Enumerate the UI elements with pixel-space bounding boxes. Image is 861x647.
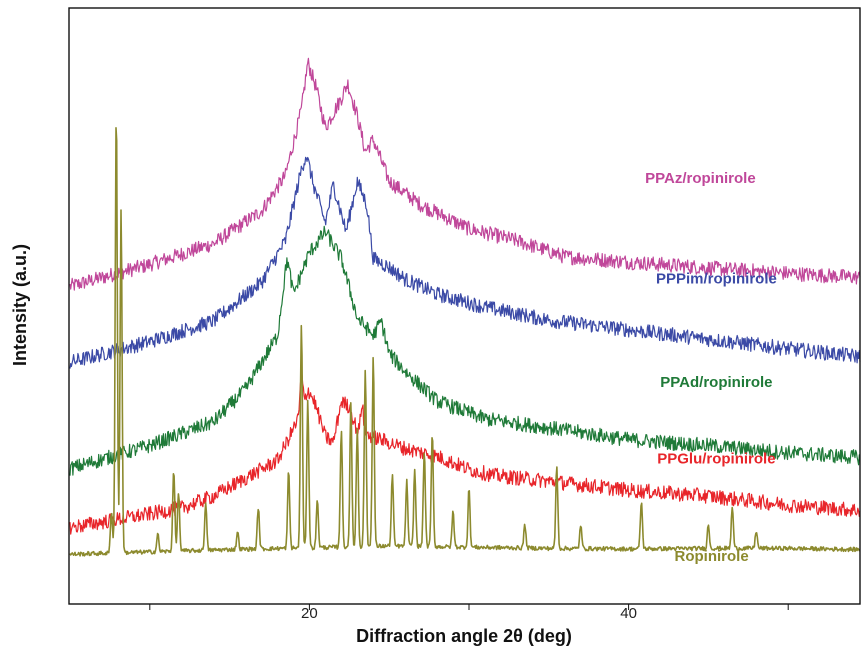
series-label-ropinirole: Ropinirole bbox=[675, 548, 749, 565]
x-tick-label: 20 bbox=[301, 605, 318, 622]
series-label-ppaz-ropinirole: PPAz/ropinirole bbox=[645, 170, 756, 187]
x-axis-title: Diffraction angle 2θ (deg) bbox=[356, 626, 572, 646]
series-label-ppglu-ropinirole: PPGlu/ropinirole bbox=[657, 450, 775, 467]
x-tick-label: 40 bbox=[620, 605, 637, 622]
series-label-ppad-ropinirole: PPAd/ropinirole bbox=[660, 374, 772, 391]
y-axis-title: Intensity (a.u.) bbox=[10, 244, 30, 366]
series-label-pppim-ropinirole: PPPim/ropinirole bbox=[656, 270, 777, 287]
